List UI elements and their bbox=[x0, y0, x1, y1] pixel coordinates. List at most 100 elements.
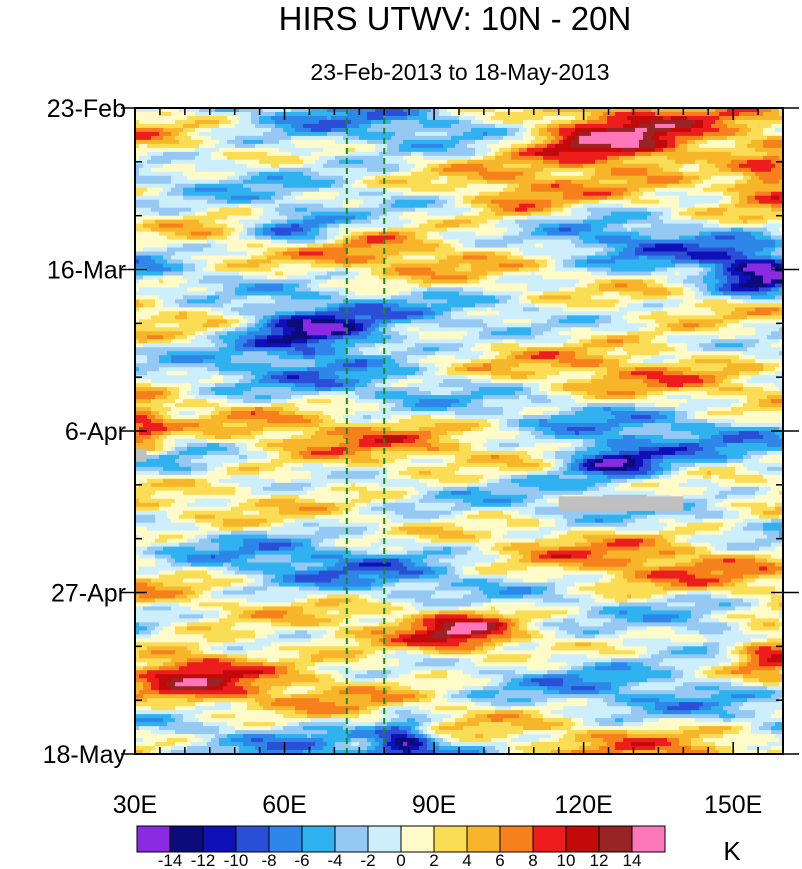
field-cell bbox=[335, 124, 340, 129]
field-cell bbox=[227, 132, 232, 137]
field-cell bbox=[403, 144, 408, 149]
field-cell bbox=[503, 124, 508, 129]
field-cell bbox=[387, 124, 392, 129]
field-cell bbox=[483, 116, 488, 121]
field-cell bbox=[259, 132, 264, 137]
field-cell bbox=[243, 144, 248, 149]
field-cell bbox=[283, 136, 288, 141]
field-cell bbox=[519, 132, 524, 137]
field-cell bbox=[435, 152, 440, 157]
field-cell bbox=[695, 128, 700, 133]
field-cell bbox=[767, 116, 772, 121]
field-cell bbox=[451, 124, 456, 129]
field-cell bbox=[771, 120, 776, 125]
field-cell bbox=[655, 132, 660, 137]
field-cell bbox=[467, 128, 472, 133]
field-cell bbox=[143, 120, 148, 125]
field-cell bbox=[143, 112, 148, 117]
field-cell bbox=[707, 148, 712, 153]
field-cell bbox=[219, 136, 224, 141]
field-cell bbox=[547, 148, 552, 153]
field-cell bbox=[535, 116, 540, 121]
field-cell bbox=[415, 144, 420, 149]
field-cell bbox=[715, 148, 720, 153]
field-cell bbox=[227, 116, 232, 121]
field-cell bbox=[163, 144, 168, 149]
field-cell bbox=[151, 136, 156, 141]
field-cell bbox=[315, 116, 320, 121]
field-cell bbox=[207, 136, 212, 141]
field-cell bbox=[563, 116, 568, 121]
field-cell bbox=[751, 136, 756, 141]
field-cell bbox=[595, 140, 600, 145]
field-cell bbox=[263, 136, 268, 141]
field-cell bbox=[611, 136, 616, 141]
field-cell bbox=[415, 128, 420, 133]
field-cell bbox=[631, 120, 636, 125]
field-cell bbox=[371, 128, 376, 133]
field-cell bbox=[439, 152, 444, 157]
field-cell bbox=[335, 132, 340, 137]
field-cell bbox=[267, 144, 272, 149]
field-cell bbox=[611, 132, 616, 137]
field-cell bbox=[715, 124, 720, 129]
field-cell bbox=[195, 128, 200, 133]
field-cell bbox=[247, 128, 252, 133]
field-cell bbox=[319, 140, 324, 145]
field-cell bbox=[571, 128, 576, 133]
field-cell bbox=[275, 128, 280, 133]
field-cell bbox=[703, 148, 708, 153]
field-cell bbox=[463, 148, 468, 153]
field-cell bbox=[519, 152, 524, 157]
field-cell bbox=[479, 144, 484, 149]
field-cell bbox=[179, 152, 184, 157]
field-cell bbox=[395, 132, 400, 137]
field-cell bbox=[375, 128, 380, 133]
field-cell bbox=[419, 144, 424, 149]
field-cell bbox=[203, 148, 208, 153]
field-cell bbox=[359, 144, 364, 149]
field-cell bbox=[431, 116, 436, 121]
field-cell bbox=[607, 120, 612, 125]
field-cell bbox=[439, 120, 444, 125]
field-cell bbox=[615, 144, 620, 149]
field-cell bbox=[147, 116, 152, 121]
field-cell bbox=[215, 140, 220, 145]
field-cell bbox=[583, 144, 588, 149]
field-cell bbox=[571, 124, 576, 129]
field-cell bbox=[759, 144, 764, 149]
field-cell bbox=[291, 132, 296, 137]
field-cell bbox=[375, 120, 380, 125]
field-cell bbox=[703, 144, 708, 149]
field-cell bbox=[159, 152, 164, 157]
field-cell bbox=[459, 148, 464, 153]
field-cell bbox=[403, 152, 408, 157]
field-cell bbox=[607, 148, 612, 153]
field-cell bbox=[759, 124, 764, 129]
field-cell bbox=[239, 132, 244, 137]
field-cell bbox=[179, 124, 184, 129]
field-cell bbox=[147, 120, 152, 125]
field-cell bbox=[603, 152, 608, 157]
field-cell bbox=[559, 152, 564, 157]
field-cell bbox=[255, 144, 260, 149]
field-cell bbox=[159, 116, 164, 121]
field-cell bbox=[219, 140, 224, 145]
field-cell bbox=[711, 144, 716, 149]
field-cell bbox=[227, 148, 232, 153]
field-cell bbox=[459, 152, 464, 157]
field-cell bbox=[479, 136, 484, 141]
field-cell bbox=[283, 112, 288, 117]
field-cell bbox=[487, 136, 492, 141]
field-cell bbox=[763, 128, 768, 133]
field-cell bbox=[651, 116, 656, 121]
field-cell bbox=[555, 116, 560, 121]
field-cell bbox=[307, 152, 312, 157]
field-cell bbox=[695, 140, 700, 145]
field-cell bbox=[363, 116, 368, 121]
field-cell bbox=[363, 124, 368, 129]
field-cell bbox=[435, 112, 440, 117]
field-cell bbox=[699, 148, 704, 153]
field-cell bbox=[547, 144, 552, 149]
field-cell bbox=[735, 152, 740, 157]
